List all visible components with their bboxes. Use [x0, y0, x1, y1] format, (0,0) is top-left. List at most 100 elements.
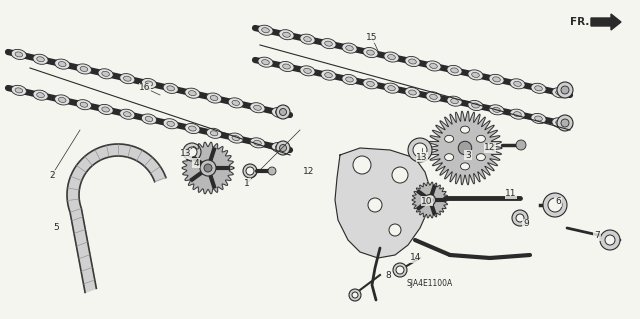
Ellipse shape: [300, 66, 315, 76]
Text: 12: 12: [303, 167, 315, 176]
Circle shape: [200, 160, 216, 176]
Ellipse shape: [429, 63, 437, 69]
Ellipse shape: [476, 135, 485, 142]
Ellipse shape: [58, 62, 66, 67]
Ellipse shape: [451, 99, 458, 104]
Ellipse shape: [426, 92, 441, 102]
Ellipse shape: [102, 107, 109, 112]
Ellipse shape: [363, 48, 378, 58]
Circle shape: [557, 115, 573, 131]
Polygon shape: [591, 14, 621, 30]
Text: 4: 4: [193, 159, 199, 167]
Ellipse shape: [447, 96, 462, 106]
Circle shape: [280, 145, 287, 152]
Ellipse shape: [15, 52, 22, 57]
Polygon shape: [67, 144, 166, 293]
Text: 13: 13: [180, 150, 192, 159]
Ellipse shape: [33, 54, 48, 64]
Polygon shape: [412, 182, 448, 218]
Circle shape: [368, 198, 382, 212]
Ellipse shape: [189, 91, 196, 96]
Ellipse shape: [342, 74, 357, 85]
Circle shape: [548, 198, 562, 212]
Circle shape: [512, 210, 528, 226]
Ellipse shape: [363, 79, 378, 89]
Ellipse shape: [36, 93, 44, 98]
Ellipse shape: [211, 95, 218, 100]
Ellipse shape: [468, 70, 483, 80]
Ellipse shape: [145, 81, 153, 86]
Ellipse shape: [510, 109, 525, 119]
Circle shape: [352, 292, 358, 298]
Ellipse shape: [185, 123, 200, 134]
Ellipse shape: [367, 50, 374, 55]
Ellipse shape: [324, 41, 332, 46]
Ellipse shape: [493, 107, 500, 112]
Ellipse shape: [275, 145, 283, 150]
Ellipse shape: [80, 66, 88, 71]
Text: 6: 6: [555, 197, 561, 206]
Circle shape: [280, 108, 287, 115]
Ellipse shape: [163, 119, 179, 129]
Circle shape: [516, 214, 524, 222]
Ellipse shape: [445, 135, 454, 142]
Ellipse shape: [556, 120, 563, 125]
Ellipse shape: [250, 103, 265, 113]
Ellipse shape: [531, 83, 546, 93]
Ellipse shape: [12, 49, 26, 59]
Ellipse shape: [124, 76, 131, 81]
Circle shape: [428, 197, 433, 203]
Ellipse shape: [58, 97, 66, 102]
Circle shape: [353, 156, 371, 174]
Ellipse shape: [534, 116, 542, 121]
Ellipse shape: [275, 110, 283, 115]
Circle shape: [600, 230, 620, 250]
Ellipse shape: [510, 79, 525, 89]
Ellipse shape: [346, 46, 353, 51]
Circle shape: [276, 105, 290, 119]
Circle shape: [246, 167, 254, 175]
Ellipse shape: [33, 90, 48, 100]
Ellipse shape: [258, 25, 273, 35]
Text: 8: 8: [385, 271, 391, 279]
Polygon shape: [182, 142, 234, 194]
Ellipse shape: [15, 88, 22, 93]
Ellipse shape: [324, 73, 332, 78]
Ellipse shape: [279, 30, 294, 40]
Ellipse shape: [228, 98, 243, 108]
Ellipse shape: [36, 57, 44, 62]
Ellipse shape: [262, 28, 269, 33]
Ellipse shape: [556, 90, 563, 95]
Ellipse shape: [304, 68, 311, 73]
Ellipse shape: [76, 64, 92, 74]
Circle shape: [187, 147, 197, 157]
Circle shape: [424, 195, 436, 205]
Text: 2: 2: [49, 170, 55, 180]
Ellipse shape: [207, 93, 221, 103]
Ellipse shape: [163, 83, 179, 93]
Ellipse shape: [258, 57, 273, 67]
Text: 12: 12: [484, 144, 496, 152]
Text: 9: 9: [523, 219, 529, 228]
Ellipse shape: [405, 87, 420, 98]
Ellipse shape: [262, 60, 269, 65]
Ellipse shape: [493, 77, 500, 82]
Circle shape: [349, 289, 361, 301]
Text: 11: 11: [505, 189, 516, 198]
Circle shape: [276, 141, 290, 155]
Text: 3: 3: [465, 151, 471, 160]
Ellipse shape: [145, 116, 153, 122]
Ellipse shape: [534, 86, 542, 91]
Ellipse shape: [405, 56, 420, 67]
Ellipse shape: [429, 94, 437, 99]
Text: 10: 10: [421, 197, 433, 205]
Text: 15: 15: [366, 33, 378, 42]
Ellipse shape: [552, 88, 567, 98]
Ellipse shape: [250, 138, 265, 148]
Ellipse shape: [409, 90, 416, 95]
Ellipse shape: [489, 105, 504, 115]
Text: SJA4E1100A: SJA4E1100A: [407, 279, 453, 288]
Ellipse shape: [283, 32, 291, 37]
Ellipse shape: [531, 114, 546, 123]
Circle shape: [268, 167, 276, 175]
